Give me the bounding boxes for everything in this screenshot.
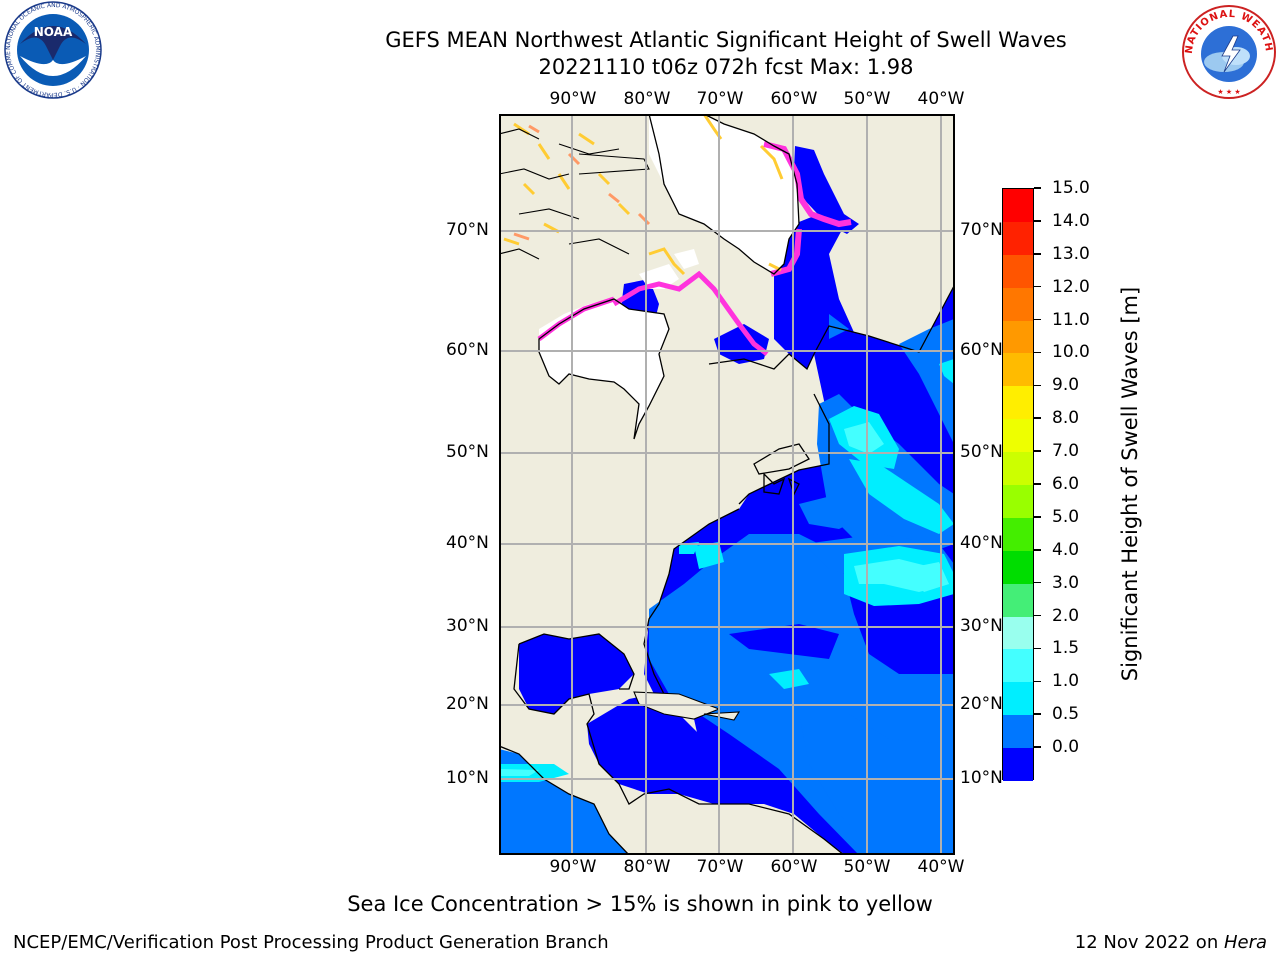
colorbar	[1002, 188, 1034, 782]
lat-label-right-10n: 10°N	[960, 768, 1003, 788]
colorbar-tick-mark	[1034, 253, 1041, 255]
lat-label-left-20n: 20°N	[446, 694, 489, 714]
lon-label-bottom-60w: 60°W	[770, 857, 818, 877]
lon-label-top-40w: 40°W	[917, 89, 965, 109]
colorbar-segment	[1003, 452, 1033, 486]
lon-label-top-90w: 90°W	[549, 89, 597, 109]
colorbar-tick-label: 13.0	[1052, 243, 1090, 264]
lat-label-right-70n: 70°N	[960, 220, 1003, 240]
lat-label-left-60n: 60°N	[446, 340, 489, 360]
colorbar-segment	[1003, 221, 1033, 256]
lat-label-left-70n: 70°N	[446, 220, 489, 240]
colorbar-tick-label: 1.5	[1052, 638, 1080, 659]
lat-label-right-30n: 30°N	[960, 616, 1003, 636]
colorbar-tick-label: 4.0	[1052, 539, 1080, 560]
lat-label-left-40n: 40°N	[446, 533, 489, 553]
colorbar-tick-label: 0.0	[1052, 737, 1080, 758]
colorbar-segment	[1003, 419, 1033, 453]
colorbar-tick-mark	[1034, 220, 1041, 222]
sea-ice-note: Sea Ice Concentration > 15% is shown in …	[347, 892, 933, 916]
lat-label-right-40n: 40°N	[960, 533, 1003, 553]
graticule	[499, 114, 955, 855]
map-frame	[499, 114, 955, 855]
colorbar-tick-label: 6.0	[1052, 474, 1080, 494]
colorbar-segment	[1003, 550, 1033, 585]
colorbar-tick-mark	[1034, 318, 1041, 321]
colorbar-tick-mark	[1034, 516, 1041, 518]
colorbar-segment	[1003, 189, 1033, 223]
colorbar-tick-mark	[1034, 713, 1041, 715]
colorbar-tick-mark	[1034, 647, 1041, 650]
colorbar-tick-label: 0.5	[1052, 704, 1080, 725]
colorbar-segment	[1003, 715, 1033, 749]
lon-label-bottom-90w: 90°W	[549, 857, 597, 877]
colorbar-segment	[1003, 485, 1033, 519]
colorbar-tick-label: 5.0	[1052, 506, 1080, 527]
colorbar-tick-label: 12.0	[1052, 276, 1090, 297]
colorbar-tick-label: 8.0	[1052, 408, 1080, 429]
colorbar-tick-label: 10.0	[1052, 342, 1090, 363]
colorbar-tick-label: 14.0	[1052, 210, 1090, 231]
colorbar-segment	[1003, 254, 1033, 289]
noaa-logo: NATIONAL OCEANIC AND ATMOSPHERIC ADMINIS…	[0, 0, 102, 99]
colorbar-tick-mark	[1034, 187, 1041, 189]
lat-label-left-50n: 50°N	[446, 442, 489, 462]
colorbar-segment	[1003, 320, 1033, 354]
colorbar-ticks: 15.0 14.0 13.0 12.0 11.0 10.0 9.0 8.0 7.0 6.0 5.0 4…	[1034, 178, 1114, 788]
chart-title: GEFS MEAN Northwest Atlantic Significant…	[385, 28, 1067, 52]
svg-text:★ ★ ★: ★ ★ ★	[1217, 88, 1240, 96]
colorbar-segment	[1003, 517, 1033, 552]
colorbar-tick-mark	[1034, 351, 1041, 354]
colorbar-tick-mark	[1034, 581, 1041, 584]
colorbar-label-text: Significant Height of Swell Waves [m]	[1118, 286, 1142, 682]
map-panel	[499, 114, 955, 855]
lon-label-bottom-80w: 80°W	[623, 857, 671, 877]
footer-host: Hera	[1223, 932, 1267, 953]
colorbar-tick-mark	[1034, 746, 1041, 748]
colorbar-segment	[1003, 386, 1033, 420]
colorbar-tick-mark	[1034, 483, 1041, 485]
lon-label-top-50w: 50°W	[843, 89, 891, 109]
colorbar-segment	[1003, 649, 1033, 683]
colorbar-segment	[1003, 682, 1033, 716]
noaa-center-text: NOAA	[34, 25, 73, 39]
lat-label-right-60n: 60°N	[960, 340, 1003, 360]
colorbar-tick-mark	[1034, 384, 1041, 387]
colorbar-tick-label: 11.0	[1052, 309, 1090, 330]
nws-logo: NATIONAL WEATHER SERVICE ★ ★ ★	[1178, 0, 1276, 99]
colorbar-label: Significant Height of Swell Waves [m]	[1117, 284, 1143, 684]
lat-label-left-30n: 30°N	[446, 616, 489, 636]
footer-branch: NCEP/EMC/Verification Post Processing Pr…	[13, 932, 609, 953]
lon-label-bottom-40w: 40°W	[917, 857, 965, 877]
colorbar-segment	[1003, 353, 1033, 387]
lat-label-right-20n: 20°N	[960, 694, 1003, 714]
chart-subtitle: 20221110 t06z 072h fcst Max: 1.98	[538, 55, 914, 79]
colorbar-tick-mark	[1034, 549, 1041, 551]
colorbar-tick-mark	[1034, 450, 1041, 452]
colorbar-tick-label: 3.0	[1052, 572, 1080, 593]
lon-label-top-70w: 70°W	[696, 89, 744, 109]
colorbar-tick-label: 7.0	[1052, 441, 1080, 462]
footer-date: 12 Nov 2022 on Hera	[1075, 932, 1267, 954]
footer-date-text: 12 Nov 2022 on	[1074, 932, 1224, 953]
colorbar-tick-label: 9.0	[1052, 375, 1080, 396]
colorbar-segment	[1003, 287, 1033, 322]
lon-label-bottom-50w: 50°W	[843, 857, 891, 877]
colorbar-tick-mark	[1034, 680, 1041, 683]
colorbar-tick-label: 2.0	[1052, 605, 1080, 626]
colorbar-tick-label: 15.0	[1052, 178, 1090, 198]
colorbar-segment	[1003, 616, 1033, 650]
colorbar-tick-mark	[1034, 614, 1041, 617]
ocean-swell-field	[499, 146, 954, 855]
lon-label-bottom-70w: 70°W	[696, 857, 744, 877]
lon-label-top-80w: 80°W	[623, 89, 671, 109]
lon-label-top-60w: 60°W	[770, 89, 818, 109]
colorbar-tick-label: 1.0	[1052, 671, 1080, 692]
colorbar-segment	[1003, 748, 1033, 782]
colorbar-tick-mark	[1034, 417, 1041, 419]
colorbar-segment	[1003, 583, 1033, 618]
lat-label-left-10n: 10°N	[446, 768, 489, 788]
lat-label-right-50n: 50°N	[960, 442, 1003, 462]
colorbar-tick-mark	[1034, 285, 1041, 288]
